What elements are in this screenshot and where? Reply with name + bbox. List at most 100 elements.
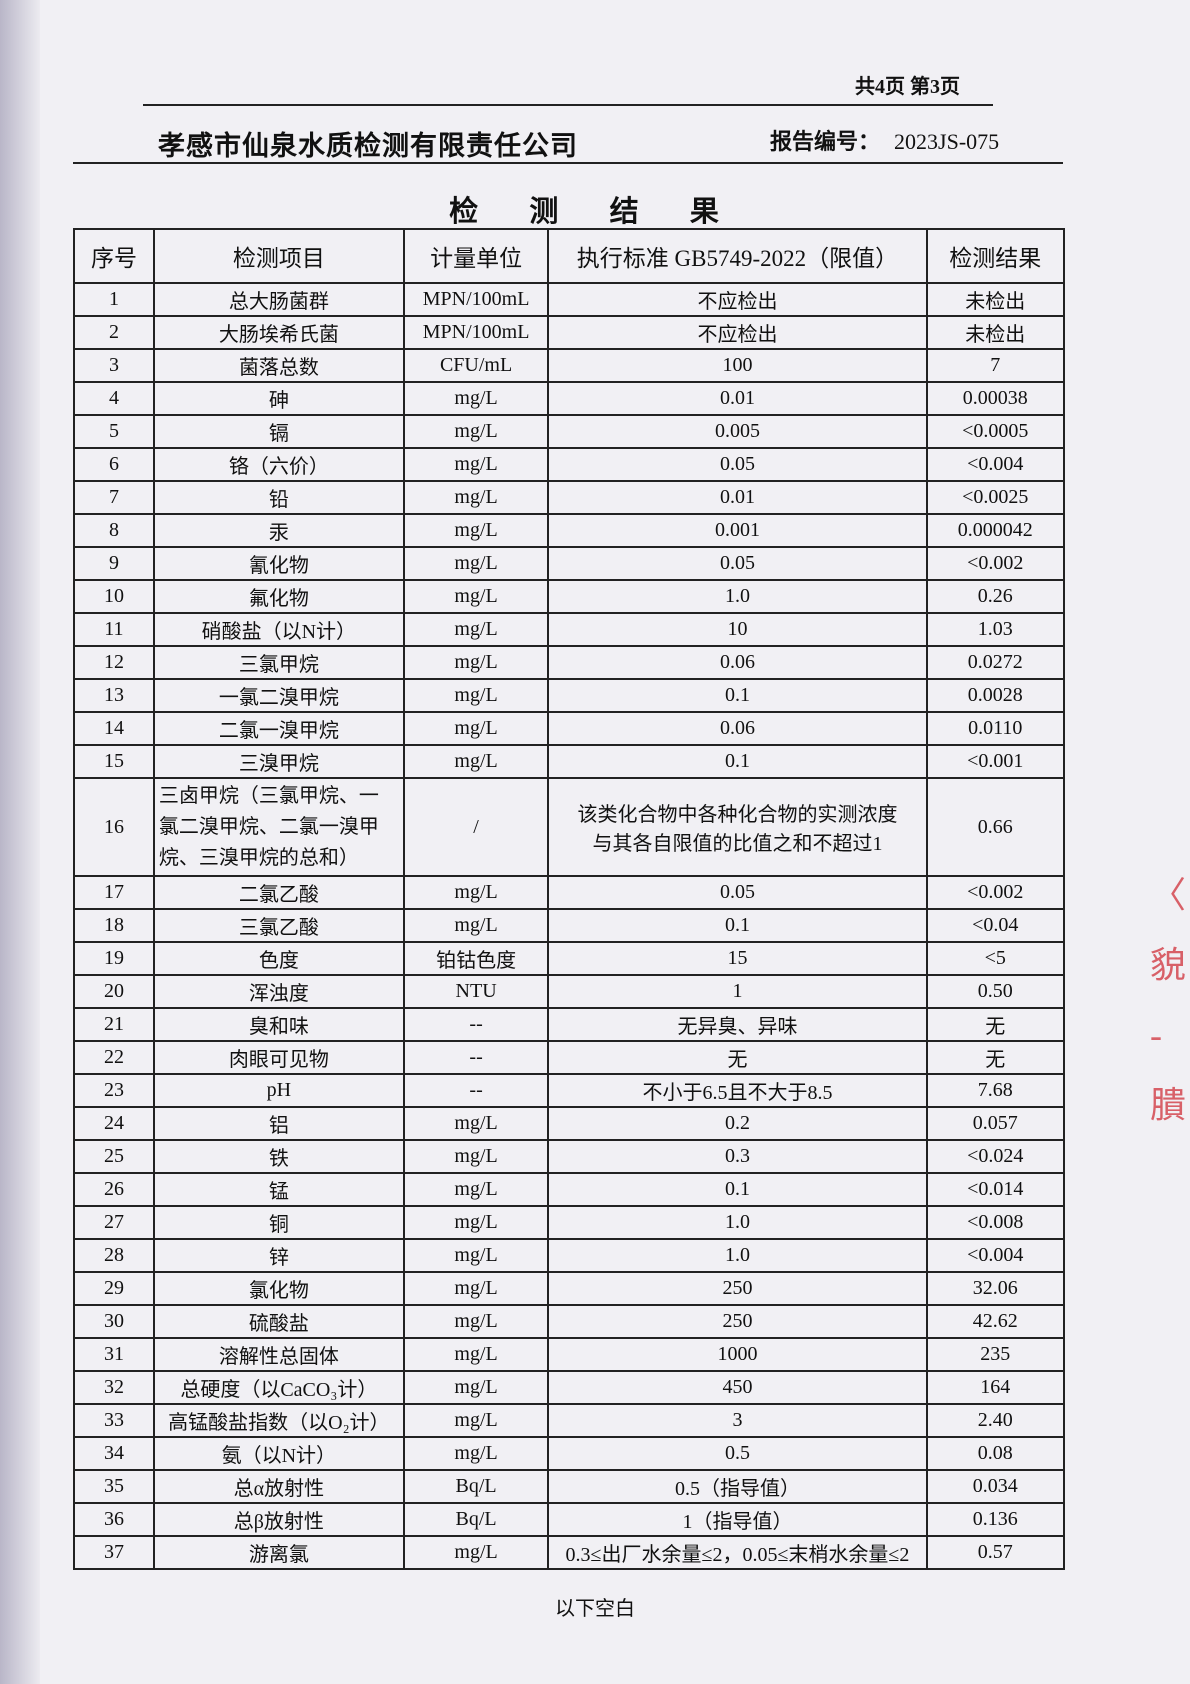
standard-limit: 0.01	[547, 480, 928, 515]
standard-limit: 不应检出	[547, 282, 928, 317]
unit: mg/L	[402, 381, 550, 416]
row-number: 24	[73, 1106, 155, 1141]
table-row: 31 溶解性总固体 mg/L 1000 235	[73, 1337, 1066, 1372]
row-number: 21	[73, 1007, 155, 1042]
test-result: <0.008	[925, 1205, 1066, 1240]
test-item: 铅	[152, 480, 405, 515]
column-header: 检测结果	[925, 228, 1066, 284]
test-result: 无	[925, 1040, 1066, 1075]
test-result: 42.62	[925, 1304, 1066, 1339]
test-item: 浑浊度	[152, 974, 405, 1009]
test-result: 7.68	[925, 1073, 1066, 1108]
test-item: 锰	[152, 1172, 405, 1207]
unit: mg/L	[402, 1205, 550, 1240]
table-row: 10 氟化物 mg/L 1.0 0.26	[73, 579, 1066, 614]
test-item: 氰化物	[152, 546, 405, 581]
table-row: 34 氨（以N计） mg/L 0.5 0.08	[73, 1436, 1066, 1471]
table-row: 22 肉眼可见物 -- 无无	[73, 1040, 1066, 1075]
test-item: 菌落总数	[152, 348, 405, 383]
table-row: 2 大肠埃希氏菌 MPN/100mL 不应检出 未检出	[73, 315, 1066, 350]
test-result: 0.08	[925, 1436, 1066, 1471]
standard-limit: 1.0	[547, 1205, 928, 1240]
unit: mg/L	[402, 1106, 550, 1141]
standard-limit: 不小于6.5且不大于8.5	[547, 1073, 928, 1108]
test-item: 大肠埃希氏菌	[152, 315, 405, 350]
header-rule-bottom	[73, 162, 1063, 164]
standard-limit: 0.005	[547, 414, 928, 449]
standard-limit: 1.0	[547, 579, 928, 614]
page-info: 共4页 第3页	[855, 76, 960, 98]
table-row: 28 锌 mg/L 1.0 <0.004	[73, 1238, 1066, 1273]
row-number: 3	[73, 348, 155, 383]
row-number: 8	[73, 513, 155, 548]
table-row: 9 氰化物 mg/L 0.05 <0.002	[73, 546, 1066, 581]
unit: mg/L	[402, 480, 550, 515]
standard-limit: 3	[547, 1403, 928, 1438]
test-result: 0.00038	[925, 381, 1066, 416]
unit: mg/L	[402, 1337, 550, 1372]
standard-limit: 0.06	[547, 711, 928, 746]
table-row: 23 pH -- 不小于6.5且不大于8.5 7.68	[73, 1073, 1066, 1108]
table-row: 18 三氯乙酸 mg/L 0.1 <0.04	[73, 908, 1066, 943]
test-item: 镉	[152, 414, 405, 449]
standard-limit: 0.001	[547, 513, 928, 548]
unit: mg/L	[402, 513, 550, 548]
unit: Bq/L	[402, 1469, 550, 1504]
test-result: 0.0272	[925, 645, 1066, 680]
test-result: <5	[925, 941, 1066, 976]
red-seal-stamp: 〈貌 ‐ 膭	[1150, 875, 1187, 1125]
test-item: 铝	[152, 1106, 405, 1141]
test-item: 一氯二溴甲烷	[152, 678, 405, 713]
table-row: 12 三氯甲烷 mg/L 0.06 0.0272	[73, 645, 1066, 680]
test-result: <0.04	[925, 908, 1066, 943]
row-number: 18	[73, 908, 155, 943]
table-row: 36 总β放射性 Bq/L 1（指导值） 0.136	[73, 1502, 1066, 1537]
table-row: 4 砷 mg/L 0.01 0.00038	[73, 381, 1066, 416]
test-item: 铜	[152, 1205, 405, 1240]
standard-limit: 10	[547, 612, 928, 647]
table-row: 37 游离氯 mg/L 0.3≤出厂水余量≤2，0.05≤末梢水余量≤2 0.57	[73, 1535, 1066, 1570]
test-item: 三氯甲烷	[152, 645, 405, 680]
test-result: <0.014	[925, 1172, 1066, 1207]
unit: mg/L	[402, 1238, 550, 1273]
test-item: 游离氯	[152, 1535, 405, 1570]
unit: mg/L	[402, 908, 550, 943]
unit: mg/L	[402, 1172, 550, 1207]
table-row: 24 铝 mg/L 0.2 0.057	[73, 1106, 1066, 1141]
unit: --	[402, 1040, 550, 1075]
test-result: 0.034	[925, 1469, 1066, 1504]
row-number: 16	[73, 777, 155, 877]
table-row: 19 色度 铂钴色度 15 <5	[73, 941, 1066, 976]
table-row: 14 二氯一溴甲烷 mg/L 0.06 0.0110	[73, 711, 1066, 746]
test-item: 三氯乙酸	[152, 908, 405, 943]
unit: NTU	[402, 974, 550, 1009]
test-item: 铁	[152, 1139, 405, 1174]
test-result: <0.004	[925, 1238, 1066, 1273]
standard-limit: 0.3	[547, 1139, 928, 1174]
column-header: 序号	[73, 228, 155, 284]
test-result: <0.004	[925, 447, 1066, 482]
row-number: 36	[73, 1502, 155, 1537]
test-item: 二氯一溴甲烷	[152, 711, 405, 746]
unit: MPN/100mL	[402, 315, 550, 350]
row-number: 29	[73, 1271, 155, 1306]
standard-limit: 100	[547, 348, 928, 383]
row-number: 10	[73, 579, 155, 614]
table-row: 21 臭和味 -- 无异臭、异味无	[73, 1007, 1066, 1042]
table-row: 25 铁 mg/L 0.3 <0.024	[73, 1139, 1066, 1174]
table-row: 26 锰 mg/L 0.1 <0.014	[73, 1172, 1066, 1207]
unit: mg/L	[402, 744, 550, 779]
unit: MPN/100mL	[402, 282, 550, 317]
standard-limit: 0.1	[547, 908, 928, 943]
test-result: 0.000042	[925, 513, 1066, 548]
row-number: 13	[73, 678, 155, 713]
test-item: 锌	[152, 1238, 405, 1273]
unit: Bq/L	[402, 1502, 550, 1537]
test-item: 铬（六价）	[152, 447, 405, 482]
row-number: 30	[73, 1304, 155, 1339]
standard-limit: 0.05	[547, 875, 928, 910]
row-number: 23	[73, 1073, 155, 1108]
standard-limit: 1（指导值）	[547, 1502, 928, 1537]
row-number: 7	[73, 480, 155, 515]
test-result: <0.002	[925, 546, 1066, 581]
